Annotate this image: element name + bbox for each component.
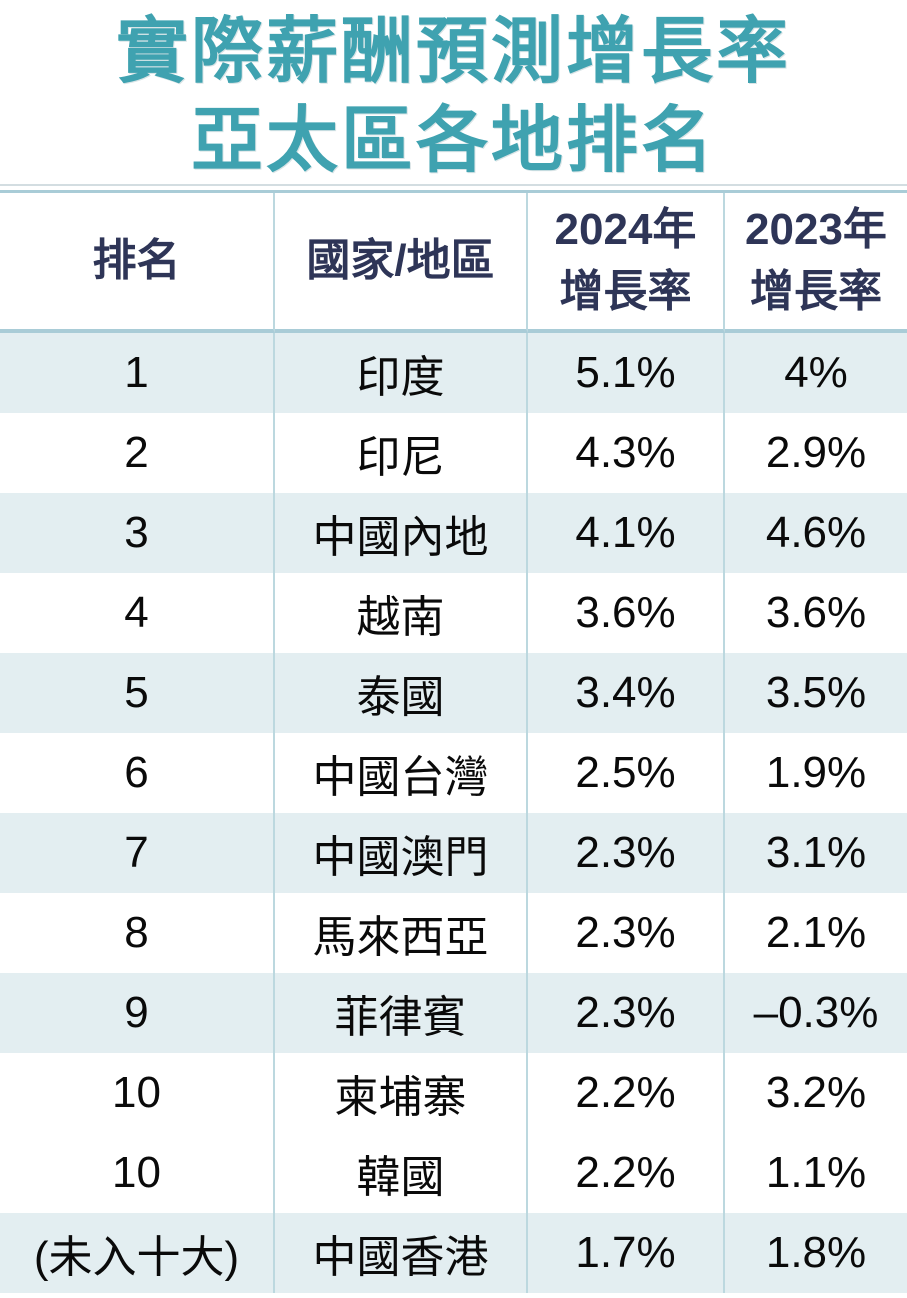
- cell-region: 中國澳門: [275, 813, 528, 893]
- cell-2023-growth: –0.3%: [725, 973, 907, 1053]
- cell-2023-growth: 3.5%: [725, 653, 907, 733]
- cell-2023-growth: 1.9%: [725, 733, 907, 813]
- ranking-table: 排名 國家/地區 2024年 增長率 2023年 增長率 1 印度 5.1% 4% 2 印…: [0, 193, 907, 1293]
- table-top-rule-outer: [0, 184, 907, 186]
- header-2024-line1: 2024年: [554, 204, 697, 254]
- cell-rank: 8: [0, 893, 275, 973]
- cell-rank: 5: [0, 653, 275, 733]
- cell-2024-growth: 2.2%: [528, 1133, 725, 1213]
- cell-2023-growth: 4%: [725, 333, 907, 413]
- cell-2024-growth: 3.6%: [528, 573, 725, 653]
- header-2023-growth: 2023年 增長率: [725, 193, 907, 333]
- cell-2023-growth: 1.1%: [725, 1133, 907, 1213]
- cell-rank: 9: [0, 973, 275, 1053]
- cell-2024-growth: 2.3%: [528, 813, 725, 893]
- cell-2024-growth: 4.3%: [528, 413, 725, 493]
- cell-2023-growth: 2.9%: [725, 413, 907, 493]
- cell-region: 馬來西亞: [275, 893, 528, 973]
- cell-2024-growth: 1.7%: [528, 1213, 725, 1293]
- cell-2023-growth: 4.6%: [725, 493, 907, 573]
- cell-region: 菲律賓: [275, 973, 528, 1053]
- cell-rank: 10: [0, 1053, 275, 1133]
- cell-rank: (未入十大): [0, 1213, 275, 1293]
- cell-rank: 4: [0, 573, 275, 653]
- cell-2023-growth: 3.2%: [725, 1053, 907, 1133]
- cell-2024-growth: 3.4%: [528, 653, 725, 733]
- cell-region: 中國香港: [275, 1213, 528, 1293]
- cell-region: 越南: [275, 573, 528, 653]
- cell-2023-growth: 2.1%: [725, 893, 907, 973]
- header-2024-line2: 增長率: [559, 267, 692, 316]
- cell-2024-growth: 2.5%: [528, 733, 725, 813]
- table-top-rule-inner: [0, 190, 907, 193]
- cell-region: 泰國: [275, 653, 528, 733]
- page-title: 實際薪酬預測增長率 亞太區各地排名: [0, 0, 907, 184]
- cell-region: 印度: [275, 333, 528, 413]
- header-2023-line2: 增長率: [750, 267, 882, 316]
- cell-rank: 10: [0, 1133, 275, 1213]
- cell-2024-growth: 4.1%: [528, 493, 725, 573]
- header-2024-growth: 2024年 增長率: [528, 193, 725, 333]
- table-top-rule-gap: [0, 186, 907, 190]
- cell-2024-growth: 2.3%: [528, 893, 725, 973]
- cell-2023-growth: 1.8%: [725, 1213, 907, 1293]
- cell-2024-growth: 5.1%: [528, 333, 725, 413]
- header-region-label: 國家/地區: [306, 235, 495, 285]
- header-region: 國家/地區: [275, 193, 528, 333]
- cell-rank: 7: [0, 813, 275, 893]
- cell-region: 柬埔寨: [275, 1053, 528, 1133]
- cell-2023-growth: 3.6%: [725, 573, 907, 653]
- cell-2024-growth: 2.2%: [528, 1053, 725, 1133]
- title-line-2: 亞太區各地排名: [190, 97, 716, 182]
- header-rank-label: 排名: [92, 235, 181, 285]
- cell-rank: 2: [0, 413, 275, 493]
- title-line-1: 實際薪酬預測增長率: [115, 8, 791, 93]
- cell-rank: 1: [0, 333, 275, 413]
- cell-rank: 6: [0, 733, 275, 813]
- cell-rank: 3: [0, 493, 275, 573]
- header-2023-line1: 2023年: [745, 204, 887, 254]
- cell-region: 中國內地: [275, 493, 528, 573]
- cell-region: 韓國: [275, 1133, 528, 1213]
- cell-2024-growth: 2.3%: [528, 973, 725, 1053]
- cell-2023-growth: 3.1%: [725, 813, 907, 893]
- cell-region: 印尼: [275, 413, 528, 493]
- header-rank: 排名: [0, 193, 275, 333]
- cell-region: 中國台灣: [275, 733, 528, 813]
